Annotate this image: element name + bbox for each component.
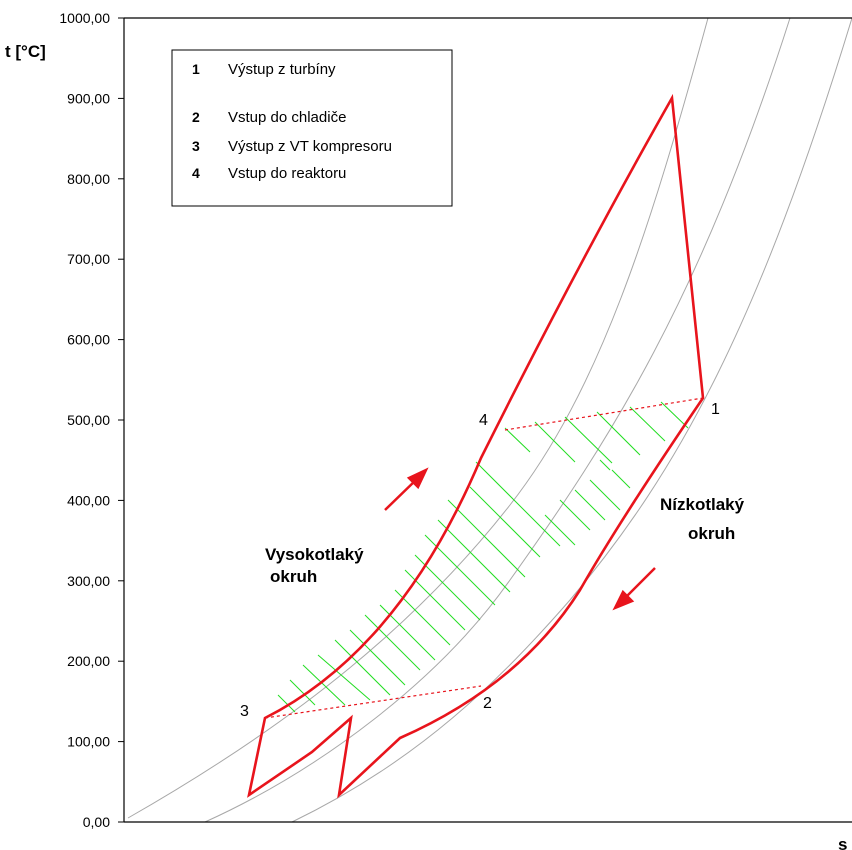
hatch-line <box>364 614 421 671</box>
legend: 1 Výstup z turbíny 2 Vstup do chladiče 3… <box>171 49 453 207</box>
y-tick-label: 700,00 <box>67 251 110 267</box>
hatch-line <box>660 401 689 429</box>
hatch-line <box>544 514 576 546</box>
hatch-line <box>334 639 391 696</box>
y-tick-label: 800,00 <box>67 171 110 187</box>
y-axis-title: t [°C] <box>5 42 46 61</box>
hatch-line <box>447 499 526 578</box>
hatch-line <box>596 411 641 456</box>
isobar-lines <box>127 17 852 823</box>
hatch-line <box>469 486 541 558</box>
hatch-line <box>424 534 496 606</box>
legend-box <box>171 49 453 207</box>
legend-num-3: 3 <box>192 138 200 154</box>
legend-text-2: Vstup do chladiče <box>228 109 346 126</box>
hatch-line <box>475 461 561 547</box>
y-tick-label: 400,00 <box>67 492 110 508</box>
cycle-outline <box>247 93 705 799</box>
point-label-2: 2 <box>483 695 492 712</box>
hatch-line <box>629 406 666 442</box>
point-label-3: 3 <box>240 703 249 720</box>
hatch-line <box>534 421 576 463</box>
y-axis-ticks: 0,00 100,00 200,00 300,00 400,00 500,00 600,00… <box>59 10 124 830</box>
hatch-line <box>504 427 531 453</box>
high-pressure-label-line2: okruh <box>270 567 317 586</box>
isobar-line-right <box>291 17 852 823</box>
x-axis-title: s <box>838 835 847 850</box>
legend-num-1: 1 <box>192 61 200 77</box>
low-pressure-label-line2: okruh <box>688 524 735 543</box>
low-pressure-label-line1: Nízkotlaký <box>660 495 745 514</box>
hatch-line <box>611 469 631 489</box>
regen-line-lower <box>264 685 482 719</box>
y-tick-label: 600,00 <box>67 332 110 348</box>
regenerator-hatching <box>277 401 689 713</box>
legend-text-1: Výstup z turbíny <box>228 61 336 78</box>
point-label-4: 4 <box>479 412 488 429</box>
high-pressure-label-line1: Vysokotlaký <box>265 545 364 564</box>
isobar-line-middle <box>204 17 791 823</box>
arrow-up <box>384 467 429 511</box>
hatch-line <box>589 479 621 511</box>
hatch-line <box>277 694 296 713</box>
hatch-line <box>394 589 451 646</box>
hatch-line <box>564 416 613 464</box>
y-tick-label: 300,00 <box>67 573 110 589</box>
point-label-1: 1 <box>711 401 720 418</box>
hatch-line <box>317 654 371 701</box>
hatch-line <box>349 629 406 686</box>
hatch-line <box>574 489 606 521</box>
legend-text-3: Výstup z VT kompresoru <box>228 138 392 155</box>
y-tick-label: 0,00 <box>83 814 110 830</box>
hatch-line <box>379 604 436 661</box>
hatch-line <box>404 569 466 631</box>
y-tick-label: 1000,00 <box>59 10 110 26</box>
arrow-down <box>612 567 656 611</box>
y-tick-label: 900,00 <box>67 90 110 106</box>
y-tick-label: 100,00 <box>67 734 110 750</box>
y-tick-label: 200,00 <box>67 653 110 669</box>
hatch-line <box>599 459 611 471</box>
legend-text-4: Vstup do reaktoru <box>228 165 346 182</box>
hatch-line <box>559 499 591 531</box>
hatch-line <box>437 519 511 593</box>
hatch-line <box>302 664 346 706</box>
legend-num-2: 2 <box>192 109 200 125</box>
hatch-line <box>289 679 316 706</box>
isobar-line-left <box>127 17 709 819</box>
y-tick-label: 500,00 <box>67 412 110 428</box>
legend-num-4: 4 <box>192 165 200 181</box>
